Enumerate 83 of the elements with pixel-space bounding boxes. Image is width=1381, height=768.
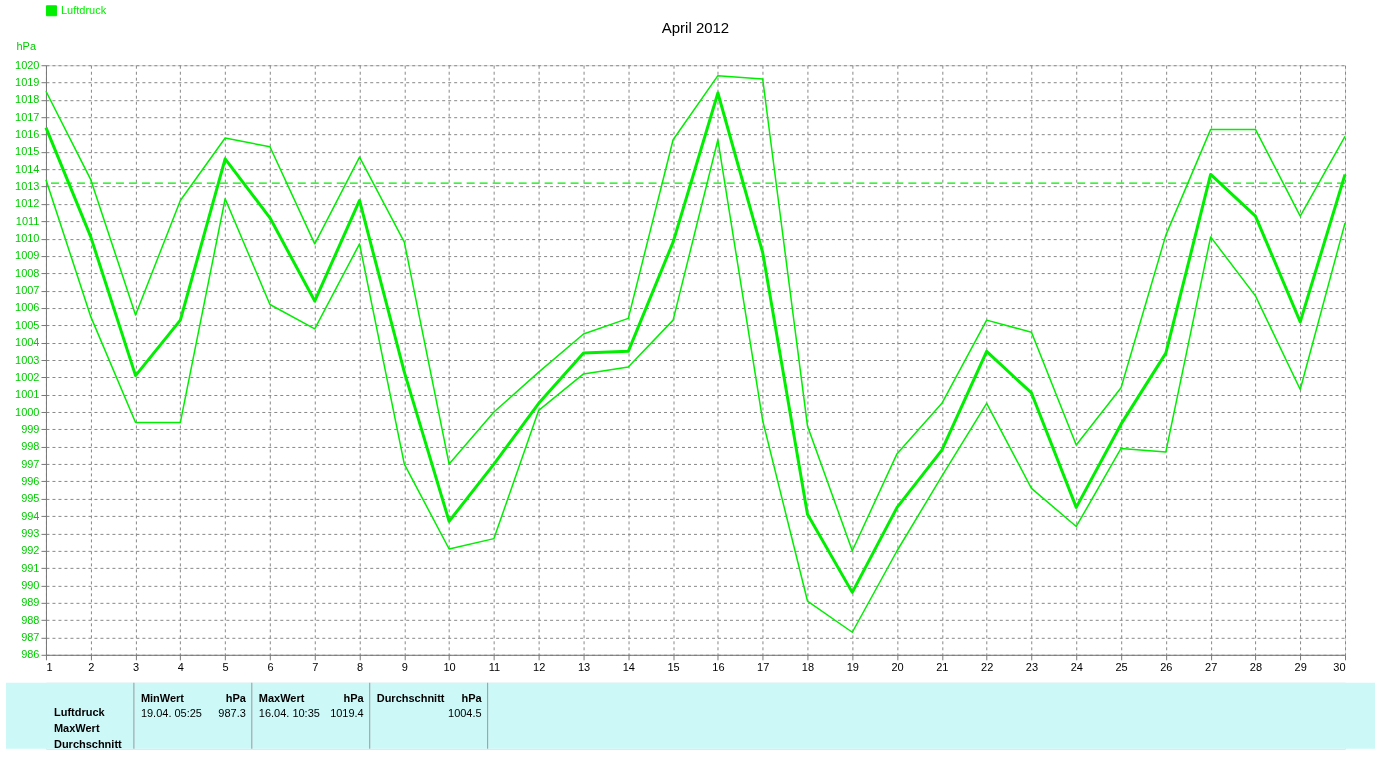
text: hPa bbox=[343, 691, 365, 704]
x-tick-label: 30 bbox=[1333, 661, 1346, 674]
y-tick-label: 987 bbox=[21, 630, 40, 643]
x-tick-label: 6 bbox=[267, 661, 274, 674]
y-axis-title: hPa bbox=[16, 39, 37, 52]
y-tick-label: 989 bbox=[21, 596, 40, 609]
x-tick-label: 26 bbox=[1160, 661, 1173, 674]
x-tick-label: 29 bbox=[1294, 661, 1307, 674]
y-tick-label: 988 bbox=[21, 613, 40, 626]
y-tick-label: 995 bbox=[21, 492, 40, 505]
text: 16.04. 10:35 bbox=[258, 706, 320, 719]
y-tick-label: 990 bbox=[21, 578, 40, 591]
y-tick-label: 1011 bbox=[15, 214, 40, 227]
y-tick-label: 1003 bbox=[15, 353, 40, 366]
y-tick-label: 1000 bbox=[15, 405, 40, 418]
y-tick-label: 1014 bbox=[15, 162, 40, 175]
x-tick-label: 19 bbox=[846, 661, 859, 674]
y-tick-label: 986 bbox=[21, 648, 40, 661]
x-tick-label: 8 bbox=[356, 661, 364, 674]
y-tick-label: 1013 bbox=[15, 180, 40, 193]
y-tick-label: 1017 bbox=[15, 110, 40, 123]
text: hPa bbox=[225, 691, 247, 704]
y-tick-label: 1006 bbox=[15, 301, 40, 314]
y-tick-label: 1008 bbox=[15, 266, 40, 279]
x-tick-label: 25 bbox=[1115, 661, 1128, 674]
x-tick-label: 18 bbox=[801, 661, 815, 674]
y-tick-label: 991 bbox=[21, 561, 40, 574]
x-tick-label: 15 bbox=[667, 661, 680, 674]
chart-title: April 2012 bbox=[661, 19, 730, 37]
y-tick-label: 994 bbox=[21, 509, 40, 522]
x-tick-label: 24 bbox=[1070, 661, 1083, 674]
y-tick-label: 1019 bbox=[15, 76, 40, 89]
x-tick-label: 4 bbox=[177, 661, 184, 674]
x-tick-label: 17 bbox=[757, 661, 770, 674]
x-tick-label: 20 bbox=[891, 661, 904, 674]
text: MaxWert bbox=[53, 721, 100, 734]
x-tick-label: 14 bbox=[622, 661, 635, 674]
x-tick-label: 10 bbox=[443, 661, 456, 674]
x-tick-label: 27 bbox=[1205, 661, 1218, 674]
y-tick-label: 1012 bbox=[15, 197, 40, 210]
y-tick-label: 1005 bbox=[15, 318, 40, 331]
x-tick-label: 12 bbox=[533, 661, 546, 674]
text: 1019.4 bbox=[330, 706, 364, 719]
text: Durchschnitt bbox=[53, 737, 123, 750]
y-tick-label: 1004 bbox=[15, 336, 40, 349]
y-tick-label: 997 bbox=[21, 457, 40, 470]
text: MinWert bbox=[140, 691, 185, 704]
y-tick-label: 1018 bbox=[15, 93, 40, 106]
y-tick-label: 1015 bbox=[15, 145, 40, 158]
x-tick-label: 5 bbox=[222, 661, 229, 674]
text: Luftdruck bbox=[53, 705, 106, 718]
y-tick-label: 999 bbox=[21, 422, 40, 435]
y-tick-label: 993 bbox=[21, 526, 40, 539]
x-tick-label: 13 bbox=[577, 661, 591, 674]
y-tick-label: 1001 bbox=[15, 388, 40, 401]
x-tick-label: 23 bbox=[1025, 661, 1039, 674]
y-tick-label: 992 bbox=[21, 544, 40, 557]
x-tick-label: 28 bbox=[1249, 661, 1263, 674]
x-tick-label: 3 bbox=[133, 661, 140, 674]
y-tick-label: 998 bbox=[21, 440, 40, 453]
x-tick-label: 16 bbox=[712, 661, 725, 674]
x-tick-label: 1 bbox=[46, 661, 53, 674]
y-tick-label: 1009 bbox=[15, 249, 40, 262]
x-tick-label: 2 bbox=[88, 661, 95, 674]
x-tick-label: 7 bbox=[312, 661, 319, 674]
y-tick-label: 1007 bbox=[15, 284, 40, 297]
legend-label: Luftdruck bbox=[60, 3, 107, 16]
x-tick-label: 21 bbox=[936, 661, 949, 674]
line-series bbox=[45, 139, 1346, 634]
y-tick-label: 1020 bbox=[15, 58, 40, 71]
y-tick-label: 1002 bbox=[15, 370, 40, 383]
y-tick-label: 1010 bbox=[15, 232, 40, 245]
y-tick-label: 1016 bbox=[15, 128, 40, 141]
text: Durchschnitt bbox=[376, 691, 445, 704]
text: 19.04. 05:25 bbox=[140, 706, 202, 719]
text: 987.3 bbox=[218, 706, 246, 719]
text: hPa bbox=[461, 691, 483, 704]
text: 1004.5 bbox=[448, 706, 482, 719]
y-tick-label: 996 bbox=[21, 474, 40, 487]
x-tick-label: 9 bbox=[401, 661, 408, 674]
x-tick-label: 11 bbox=[488, 661, 501, 674]
x-tick-label: 22 bbox=[981, 661, 994, 674]
text: MaxWert bbox=[258, 691, 305, 704]
